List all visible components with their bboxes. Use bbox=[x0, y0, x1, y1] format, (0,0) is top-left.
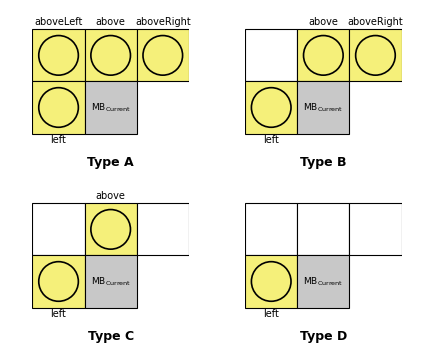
Text: Type B: Type B bbox=[300, 156, 347, 169]
Bar bbox=[349, 203, 401, 255]
Bar bbox=[245, 81, 297, 134]
Text: Type D: Type D bbox=[300, 330, 347, 343]
Bar bbox=[349, 29, 401, 81]
Bar bbox=[33, 203, 85, 255]
Text: left: left bbox=[51, 135, 66, 145]
Text: MB$_{\mathregular{Current}}$: MB$_{\mathregular{Current}}$ bbox=[303, 275, 343, 288]
Bar bbox=[33, 29, 85, 81]
Bar bbox=[297, 203, 349, 255]
Text: above: above bbox=[309, 17, 338, 27]
Text: MB$_{\mathregular{Current}}$: MB$_{\mathregular{Current}}$ bbox=[303, 101, 343, 114]
Bar bbox=[85, 29, 137, 81]
Text: aboveRight: aboveRight bbox=[135, 17, 191, 27]
Text: above: above bbox=[96, 191, 125, 201]
Bar bbox=[137, 203, 189, 255]
Bar bbox=[85, 81, 137, 134]
Text: left: left bbox=[263, 135, 279, 145]
Bar bbox=[245, 203, 297, 255]
Bar bbox=[33, 255, 85, 308]
Bar bbox=[297, 81, 349, 134]
Bar bbox=[137, 29, 189, 81]
Bar bbox=[245, 255, 297, 308]
Bar bbox=[297, 29, 349, 81]
Bar bbox=[85, 203, 137, 255]
Text: left: left bbox=[263, 309, 279, 319]
Text: aboveLeft: aboveLeft bbox=[34, 17, 83, 27]
Text: aboveRight: aboveRight bbox=[348, 17, 403, 27]
Text: left: left bbox=[51, 309, 66, 319]
Bar bbox=[33, 81, 85, 134]
Text: above: above bbox=[96, 17, 125, 27]
Text: Type C: Type C bbox=[88, 330, 134, 343]
Text: Type A: Type A bbox=[87, 156, 134, 169]
Bar bbox=[245, 29, 297, 81]
Bar bbox=[297, 255, 349, 308]
Text: MB$_{\mathregular{Current}}$: MB$_{\mathregular{Current}}$ bbox=[91, 275, 131, 288]
Text: MB$_{\mathregular{Current}}$: MB$_{\mathregular{Current}}$ bbox=[91, 101, 131, 114]
Bar bbox=[85, 255, 137, 308]
